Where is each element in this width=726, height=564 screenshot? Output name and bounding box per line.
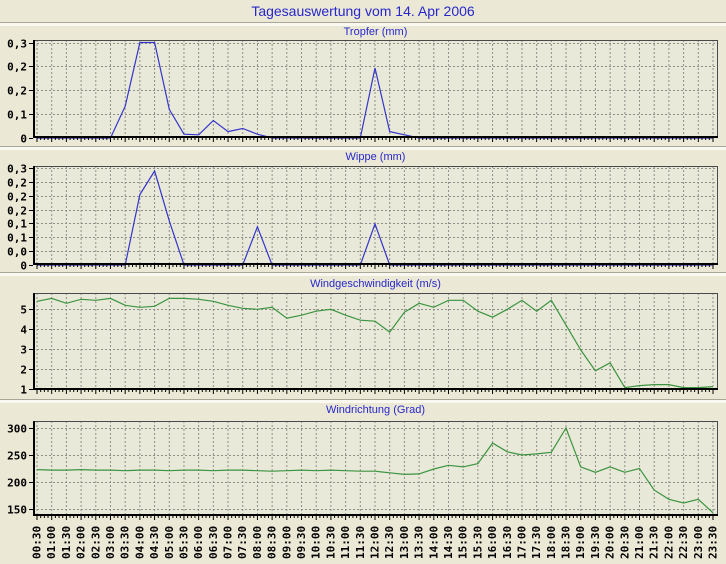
x-axis-label: 10:30	[324, 526, 337, 559]
x-axis-label: 11:30	[354, 526, 367, 559]
chart-windgeschwindigkeit: 5 4 3 2 1	[20, 293, 718, 397]
title-divider	[0, 22, 726, 26]
section-divider-3	[0, 399, 726, 403]
y-tick-label: 200	[7, 477, 27, 490]
y-tick-label: 0,3	[7, 38, 27, 51]
chart-tropfer: 0,3 0,2 0,2 0,1 0	[7, 38, 718, 146]
x-axis-label: 19:30	[589, 526, 602, 559]
x-axis-label: 03:00	[104, 526, 117, 559]
x-axis-label: 14:30	[442, 526, 455, 559]
y-tick-label: 2	[20, 364, 27, 377]
x-axis-label: 06:00	[192, 526, 205, 559]
y-tick-label: 0,3	[7, 163, 27, 176]
y-tick-label: 150	[7, 504, 27, 517]
section-divider-1	[0, 146, 726, 150]
y-tick-label: 0,1	[7, 109, 27, 122]
x-axis-label: 06:30	[207, 526, 220, 559]
chart-wippe: 0,30,20,20,20,10,10,00	[7, 163, 718, 273]
y-tick-label: 0,0	[7, 246, 27, 259]
x-axis-label: 15:30	[471, 526, 484, 559]
y-tick-label: 0	[20, 260, 27, 273]
y-tick-label: 0,2	[7, 205, 27, 218]
y-tick-label: 0,2	[7, 61, 27, 74]
x-axis-label: 02:00	[75, 526, 88, 559]
x-axis-label: 21:00	[633, 526, 646, 559]
y-tick-label: 1	[20, 384, 27, 397]
chart-title-tropfer: Tropfer (mm)	[343, 26, 408, 38]
y-tick-label: 0,2	[7, 191, 27, 204]
x-axis-label: 13:30	[413, 526, 426, 559]
y-tick-label: 3	[20, 344, 27, 357]
page-title: Tagesauswertung vom 14. Apr 2006	[251, 3, 475, 19]
x-axis-label: 20:30	[618, 526, 631, 559]
y-tick-label: 0,1	[7, 218, 27, 231]
plot-area	[33, 421, 718, 516]
x-axis-label: 23:30	[707, 526, 720, 559]
x-axis-label: 01:00	[45, 526, 58, 559]
x-axis-label: 04:30	[148, 526, 161, 559]
chart-title-windgeschwindigkeit: Windgeschwindigkeit (m/s)	[310, 278, 441, 290]
y-tick-label: 0,2	[7, 177, 27, 190]
y-tick-label: 250	[7, 450, 27, 463]
x-axis-label: 04:00	[133, 526, 146, 559]
y-tick-label: 5	[20, 304, 27, 317]
x-axis-label: 16:00	[486, 526, 499, 559]
x-axis-label: 10:00	[310, 526, 323, 559]
x-axis-label: 08:30	[266, 526, 279, 559]
x-axis-label: 15:00	[457, 526, 470, 559]
x-axis-label: 03:30	[119, 526, 132, 559]
x-axis-label: 18:00	[545, 526, 558, 559]
x-axis-label: 00:30	[31, 526, 44, 559]
series-line-windrichtung	[36, 426, 714, 514]
x-axis-label: 07:00	[222, 526, 235, 559]
x-axis-label: 05:00	[163, 526, 176, 559]
x-axis-label: 23:00	[692, 526, 705, 559]
y-tick-label: 300	[7, 423, 27, 436]
x-axis-label: 21:30	[648, 526, 661, 559]
x-axis-label: 14:00	[427, 526, 440, 559]
chart-title-wippe: Wippe (mm)	[345, 151, 406, 163]
x-axis-label: 17:30	[530, 526, 543, 559]
x-axis-label: 09:00	[280, 526, 293, 559]
x-axis-label: 22:00	[662, 526, 675, 559]
series-line-windgeschwindigkeit	[36, 297, 714, 389]
x-axis-label: 22:30	[677, 526, 690, 559]
chart-title-windrichtung: Windrichtung (Grad)	[325, 404, 426, 416]
x-axis-label: 20:00	[604, 526, 617, 559]
y-tick-label: 0	[20, 133, 27, 146]
x-axis-label: 11:00	[339, 526, 352, 559]
x-axis-label: 19:00	[574, 526, 587, 559]
x-axis-label: 01:30	[60, 526, 73, 559]
y-tick-label: 0,1	[7, 232, 27, 245]
x-axis-label: 13:00	[398, 526, 411, 559]
x-axis-label: 05:30	[177, 526, 190, 559]
x-axis-label: 07:30	[236, 526, 249, 559]
section-divider-2	[0, 272, 726, 276]
y-tick-label: 4	[20, 324, 27, 337]
x-axis-label: 12:00	[369, 526, 382, 559]
x-axis-label: 09:30	[295, 526, 308, 559]
y-tick-label: 0,2	[7, 85, 27, 98]
x-axis-label: 08:00	[251, 526, 264, 559]
x-axis-label: 02:30	[89, 526, 102, 559]
x-axis-label: 18:30	[560, 526, 573, 559]
x-axis-label: 12:30	[383, 526, 396, 559]
x-axis-label: 16:30	[501, 526, 514, 559]
x-axis-label: 17:00	[515, 526, 528, 559]
